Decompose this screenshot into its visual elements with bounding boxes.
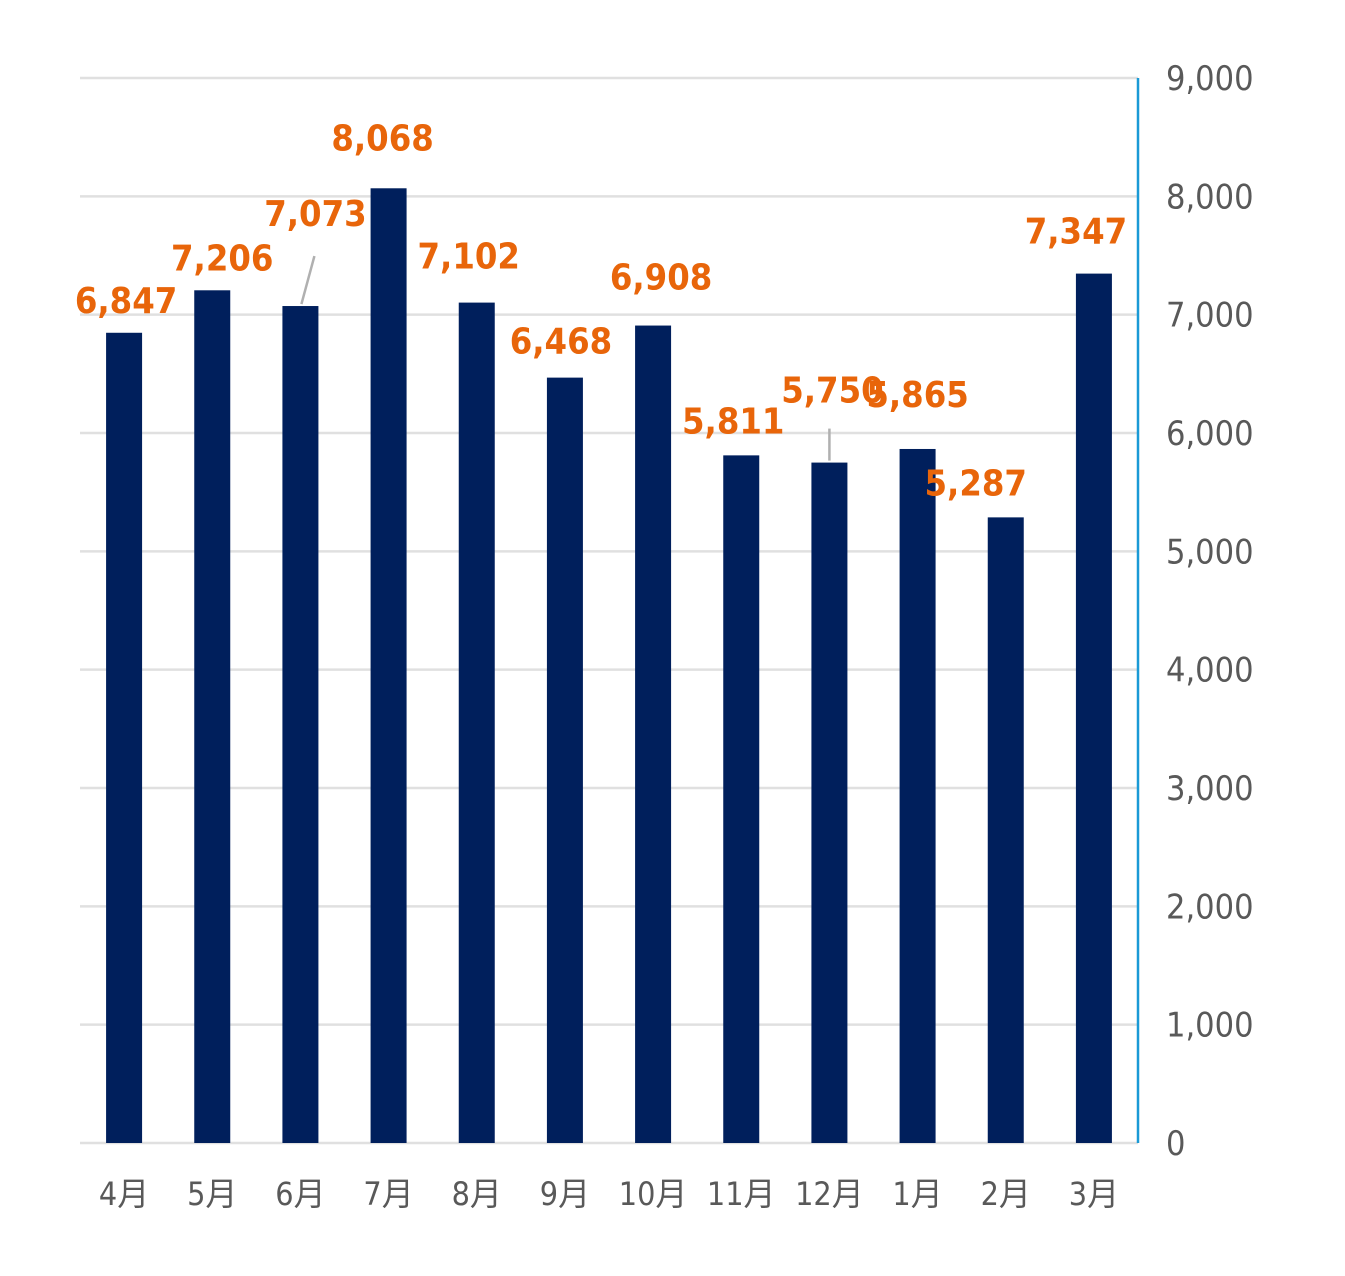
data-label: 6,468	[510, 322, 612, 363]
data-label: 7,347	[1025, 212, 1127, 253]
bar	[546, 377, 583, 1143]
data-label: 6,908	[610, 258, 712, 299]
y-tick-label: 7,000	[1166, 296, 1254, 336]
y-tick-label: 3,000	[1166, 769, 1254, 809]
data-label: 7,206	[171, 238, 273, 279]
x-tick-label: 10月	[619, 1175, 688, 1213]
y-tick-label: 0	[1166, 1124, 1185, 1164]
data-label: 5,865	[866, 375, 968, 416]
y-axis-ticks: 0 1,000 2,000 3,000 4,000 5,000 6,000 7,000 8,00…	[1166, 59, 1254, 1164]
x-tick-label: 8月	[452, 1175, 502, 1213]
x-axis-ticks: 4月 5月 6月 7月 8月 9月 10月 11月 12月 1月 2月 3月	[99, 1175, 1119, 1213]
y-tick-label: 1,000	[1166, 1006, 1254, 1046]
x-tick-label: 12月	[795, 1175, 864, 1213]
y-tick-label: 4,000	[1166, 651, 1254, 691]
y-tick-label: 2,000	[1166, 887, 1254, 927]
x-tick-label: 9月	[540, 1175, 590, 1213]
y-tick-label: 9,000	[1166, 59, 1254, 99]
x-tick-label: 6月	[275, 1175, 325, 1213]
bar	[635, 325, 672, 1143]
data-label: 7,073	[264, 194, 366, 235]
bar	[282, 306, 319, 1143]
leader-lines	[300, 255, 831, 461]
x-tick-label: 4月	[99, 1175, 149, 1213]
data-label: 7,102	[418, 237, 520, 278]
bar	[1075, 273, 1112, 1144]
bar	[458, 302, 495, 1143]
x-tick-label: 1月	[892, 1175, 942, 1213]
data-label: 5,811	[682, 401, 784, 442]
data-label: 5,287	[925, 463, 1027, 504]
x-tick-label: 2月	[981, 1175, 1031, 1213]
x-tick-label: 7月	[363, 1175, 413, 1213]
bar	[106, 332, 143, 1143]
y-tick-label: 8,000	[1166, 177, 1254, 217]
y-tick-label: 6,000	[1166, 414, 1254, 454]
data-label: 6,847	[75, 281, 177, 322]
gridlines	[80, 76, 1138, 1145]
x-tick-label: 5月	[187, 1175, 237, 1213]
x-tick-label: 11月	[707, 1175, 776, 1213]
y-tick-label: 5,000	[1166, 532, 1254, 572]
data-label: 8,068	[331, 118, 433, 159]
bar	[899, 448, 936, 1144]
bars	[106, 188, 1112, 1144]
bar	[370, 188, 407, 1143]
data-label: 5,750	[781, 371, 883, 412]
bar	[723, 455, 760, 1143]
leader-line	[300, 255, 316, 305]
bar	[987, 517, 1024, 1143]
bar	[194, 290, 231, 1143]
bar	[811, 462, 848, 1143]
x-tick-label: 3月	[1069, 1175, 1119, 1213]
